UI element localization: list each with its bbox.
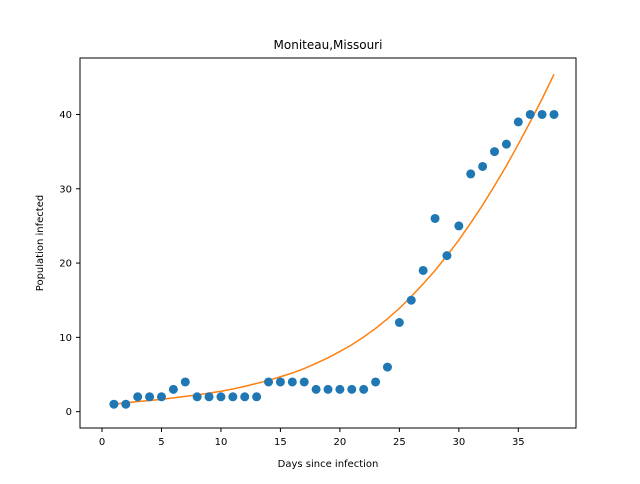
data-point: [549, 109, 559, 119]
data-point: [311, 384, 321, 394]
x-tick-label: 5: [158, 437, 164, 448]
y-tick-label: 10: [59, 333, 72, 344]
y-tick-label: 30: [59, 184, 72, 195]
data-point: [228, 392, 238, 402]
x-axis-label: Days since infection: [278, 459, 379, 470]
data-point: [109, 399, 119, 409]
data-point: [145, 392, 155, 402]
data-point: [121, 399, 131, 409]
data-point: [335, 384, 345, 394]
x-axis: 0 5 10 15 20 25 30 35: [99, 428, 525, 448]
data-point: [406, 295, 416, 305]
plot-frame: [79, 57, 577, 429]
data-point: [466, 169, 476, 179]
data-point: [418, 265, 428, 275]
data-point: [192, 392, 202, 402]
plot-area: [109, 74, 559, 409]
data-point: [537, 109, 547, 119]
data-point: [394, 318, 404, 327]
data-point: [180, 377, 190, 387]
fit-line: [113, 74, 555, 405]
y-axis-label: Population infected: [35, 195, 46, 291]
data-point: [525, 109, 535, 119]
y-tick-label: 0: [66, 407, 72, 418]
chart-title: Moniteau,Missouri: [274, 38, 383, 52]
y-axis: 0 10 20 30 40: [59, 110, 80, 418]
data-point: [513, 117, 523, 127]
data-point: [252, 392, 262, 402]
data-point: [478, 161, 488, 171]
data-point: [382, 362, 392, 372]
data-point: [371, 377, 381, 387]
x-tick-label: 20: [334, 437, 347, 448]
y-tick-label: 40: [59, 110, 72, 121]
data-point: [359, 384, 369, 394]
x-tick-label: 15: [274, 437, 287, 448]
data-point: [501, 139, 511, 149]
data-point: [168, 384, 178, 394]
x-tick-label: 0: [99, 437, 105, 448]
data-point: [156, 392, 166, 402]
data-point: [442, 251, 452, 261]
data-point: [216, 392, 226, 402]
data-point: [430, 213, 440, 223]
data-point: [347, 384, 357, 394]
x-tick-label: 30: [452, 437, 465, 448]
data-point: [133, 392, 143, 402]
data-point: [275, 377, 285, 387]
data-point: [264, 377, 274, 387]
data-point: [287, 377, 297, 387]
x-tick-label: 35: [512, 437, 525, 448]
x-tick-label: 25: [393, 437, 406, 448]
data-point: [454, 221, 464, 231]
data-point: [240, 392, 250, 402]
data-point: [490, 147, 500, 157]
data-point: [323, 384, 333, 394]
data-point: [204, 392, 214, 402]
y-tick-label: 20: [59, 259, 72, 270]
data-point: [299, 377, 309, 387]
x-tick-label: 10: [215, 437, 228, 448]
